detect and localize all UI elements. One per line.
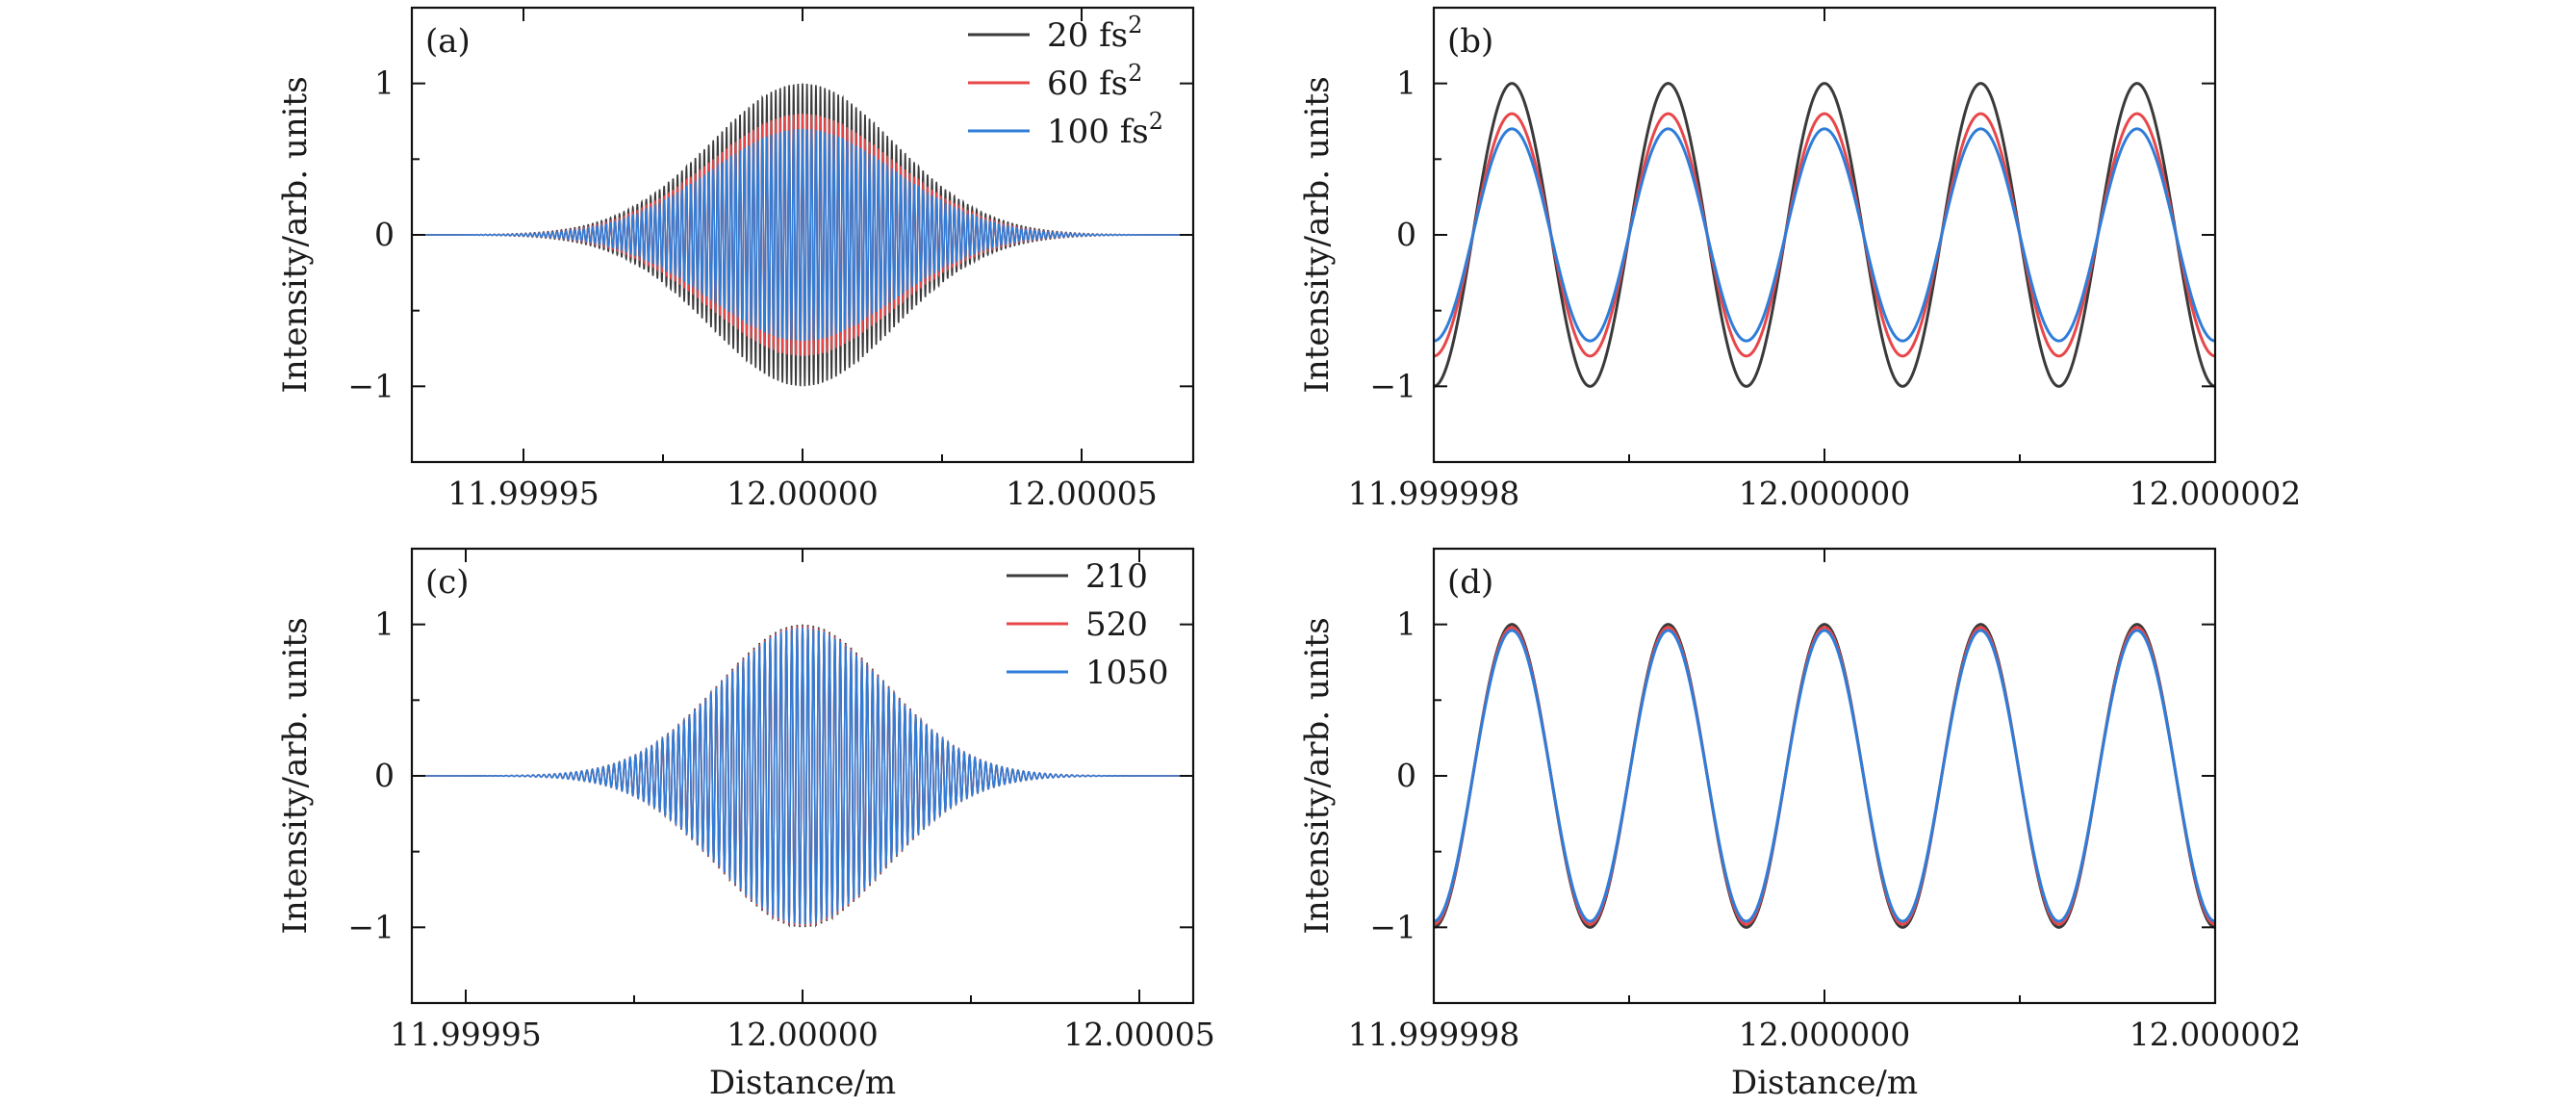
x-tick-label: 11.99995 [447, 475, 599, 512]
series-line-blue [1434, 629, 2215, 923]
plot-area [412, 624, 1193, 928]
y-axis-label: Intensity/arb. units [276, 76, 315, 393]
y-tick-label: 1 [374, 605, 395, 643]
x-axis-label: Distance/m [1731, 1064, 1918, 1102]
legend-label: 520 [1085, 605, 1148, 644]
legend-label: 20 fs2 [1047, 12, 1142, 55]
plot-area [1434, 82, 2215, 388]
panel-a: −1 0 1 11.99995 12.00000 12.00005 Intensity/ar… [276, 6, 1195, 512]
y-tick-label: −1 [347, 367, 395, 404]
y-tick-label: −1 [1369, 367, 1416, 404]
y-tick-label: 0 [374, 216, 395, 253]
legend-label: 1050 [1085, 654, 1169, 692]
x-tick-label: 12.00005 [1006, 475, 1157, 512]
y-tick-label: 0 [374, 757, 395, 794]
series-line-red [1434, 112, 2215, 358]
x-tick-label: 12.000002 [2130, 475, 2301, 512]
panel-b: −1 0 1 11.999998 12.000000 12.000002 Intensity… [1298, 6, 2301, 512]
panel-label: (b) [1447, 22, 1493, 61]
y-axis-label: Intensity/arb. units [276, 617, 315, 934]
panel-c: −1 0 1 11.99995 12.00000 12.00005 Intensity/ar… [276, 547, 1215, 1102]
y-tick-label: 0 [1396, 216, 1416, 253]
x-tick-label: 12.000000 [1739, 1016, 1910, 1053]
series-line-blue [412, 126, 1193, 342]
x-tick-label: 11.999998 [1348, 475, 1519, 512]
y-axis-label: Intensity/arb. units [1298, 76, 1337, 393]
x-tick-label: 11.999998 [1348, 1016, 1519, 1053]
legend-label: 210 [1085, 557, 1148, 596]
y-axis-label: Intensity/arb. units [1298, 617, 1337, 934]
legend-label: 60 fs2 [1047, 60, 1142, 103]
y-tick-label: 1 [1396, 605, 1416, 643]
series-line-blue [1434, 127, 2215, 343]
y-tick-label: −1 [347, 908, 395, 945]
x-tick-label: 11.99995 [390, 1016, 541, 1053]
x-tick-label: 12.000000 [1739, 475, 1910, 512]
x-tick-label: 12.00000 [727, 1016, 878, 1053]
y-tick-label: −1 [1369, 908, 1416, 945]
legend: 20 fs2 60 fs2 100 fs2 [968, 12, 1163, 151]
x-tick-label: 12.00000 [727, 475, 878, 512]
x-axis-label: Distance/m [709, 1064, 896, 1102]
plot-area [412, 83, 1193, 387]
y-tick-label: 1 [374, 64, 395, 102]
series-line-blue [412, 627, 1193, 925]
plot-area [1434, 623, 2215, 929]
panel-label: (d) [1447, 563, 1493, 602]
x-tick-label: 12.00005 [1063, 1016, 1214, 1053]
y-tick-label: 1 [1396, 64, 1416, 102]
legend: 210 520 1050 [1007, 557, 1169, 692]
panel-d: −1 0 1 11.999998 12.000000 12.000002 Intensity… [1298, 547, 2301, 1102]
legend-label: 100 fs2 [1047, 108, 1163, 151]
panel-label: (a) [425, 22, 471, 61]
series-line-black [1434, 82, 2215, 388]
x-tick-label: 12.000002 [2130, 1016, 2301, 1053]
y-tick-label: 0 [1396, 757, 1416, 794]
panel-label: (c) [425, 563, 470, 602]
